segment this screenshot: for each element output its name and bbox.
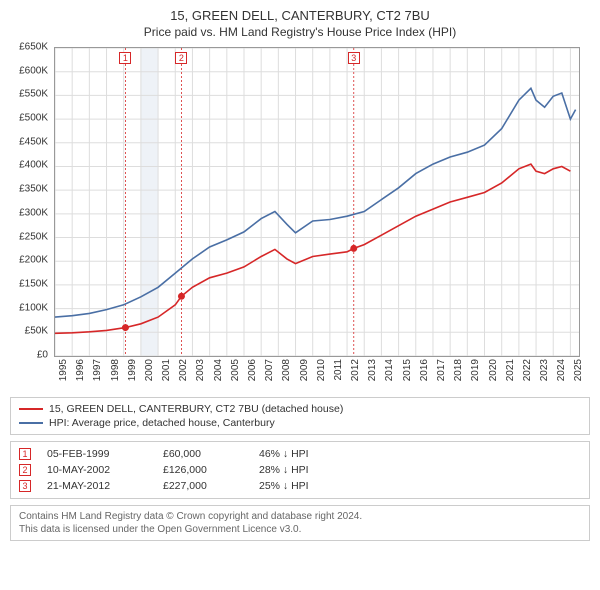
sale-price: £227,000 [163, 480, 243, 492]
plot-region: 1 2 3 [54, 47, 580, 357]
y-tick-label: £50K [25, 326, 48, 337]
sale-marker-1: 1 [119, 52, 131, 64]
x-tick-label: 2006 [247, 359, 258, 381]
licence-line-1: Contains HM Land Registry data © Crown c… [19, 510, 581, 523]
x-tick-label: 2013 [367, 359, 378, 381]
x-tick-label: 2014 [384, 359, 395, 381]
sale-delta: 46% ↓ HPI [259, 448, 309, 460]
legend-swatch [19, 422, 43, 424]
x-tick-label: 2024 [556, 359, 567, 381]
legend: 15, GREEN DELL, CANTERBURY, CT2 7BU (det… [10, 397, 590, 435]
y-tick-label: £0 [37, 350, 48, 361]
sale-delta: 25% ↓ HPI [259, 480, 309, 492]
x-tick-label: 2019 [470, 359, 481, 381]
x-tick-label: 1998 [110, 359, 121, 381]
x-tick-label: 2001 [161, 359, 172, 381]
y-tick-label: £350K [19, 184, 48, 195]
sale-point-2 [178, 293, 185, 300]
x-tick-label: 2010 [316, 359, 327, 381]
sale-row: 2 10-MAY-2002 £126,000 28% ↓ HPI [19, 462, 581, 478]
x-tick-label: 1997 [92, 359, 103, 381]
x-tick-label: 2005 [230, 359, 241, 381]
x-tick-label: 1996 [75, 359, 86, 381]
sale-marker-2: 2 [175, 52, 187, 64]
sales-table: 1 05-FEB-1999 £60,000 46% ↓ HPI 2 10-MAY-2002… [10, 441, 590, 499]
x-tick-label: 2000 [144, 359, 155, 381]
sale-delta: 28% ↓ HPI [259, 464, 309, 476]
sale-point-1 [122, 324, 129, 331]
y-tick-label: £500K [19, 113, 48, 124]
licence-line-2: This data is licensed under the Open Gov… [19, 523, 581, 536]
sale-point-3 [350, 245, 357, 252]
x-tick-label: 2012 [350, 359, 361, 381]
sale-date: 21-MAY-2012 [47, 480, 147, 492]
x-tick-label: 2003 [195, 359, 206, 381]
y-tick-label: £650K [19, 42, 48, 53]
y-tick-label: £600K [19, 65, 48, 76]
x-tick-label: 2025 [573, 359, 584, 381]
sale-row-marker: 2 [19, 464, 31, 476]
x-tick-label: 2015 [402, 359, 413, 381]
legend-label: 15, GREEN DELL, CANTERBURY, CT2 7BU (det… [49, 403, 343, 415]
chart-title: 15, GREEN DELL, CANTERBURY, CT2 7BU [10, 8, 590, 23]
x-tick-label: 2009 [299, 359, 310, 381]
y-tick-label: £450K [19, 136, 48, 147]
legend-item: HPI: Average price, detached house, Cant… [19, 416, 581, 430]
x-tick-label: 2007 [264, 359, 275, 381]
y-tick-label: £250K [19, 231, 48, 242]
sale-row-marker: 1 [19, 448, 31, 460]
x-tick-label: 2020 [488, 359, 499, 381]
x-tick-label: 2002 [178, 359, 189, 381]
x-tick-label: 2018 [453, 359, 464, 381]
x-tick-label: 1995 [58, 359, 69, 381]
sale-price: £60,000 [163, 448, 243, 460]
y-tick-label: £550K [19, 89, 48, 100]
x-tick-label: 2022 [522, 359, 533, 381]
legend-swatch [19, 408, 43, 410]
x-tick-label: 2011 [333, 359, 344, 381]
chart-subtitle: Price paid vs. HM Land Registry's House … [10, 25, 590, 39]
sale-date: 05-FEB-1999 [47, 448, 147, 460]
x-tick-label: 2016 [419, 359, 430, 381]
licence-notice: Contains HM Land Registry data © Crown c… [10, 505, 590, 541]
y-tick-label: £150K [19, 278, 48, 289]
sale-date: 10-MAY-2002 [47, 464, 147, 476]
y-tick-label: £400K [19, 160, 48, 171]
y-tick-label: £200K [19, 255, 48, 266]
x-tick-label: 2004 [213, 359, 224, 381]
series-hpi [55, 88, 576, 317]
sale-row: 1 05-FEB-1999 £60,000 46% ↓ HPI [19, 446, 581, 462]
sale-row-marker: 3 [19, 480, 31, 492]
x-tick-label: 1999 [127, 359, 138, 381]
sale-price: £126,000 [163, 464, 243, 476]
x-tick-label: 2017 [436, 359, 447, 381]
x-tick-label: 2023 [539, 359, 550, 381]
y-tick-label: £100K [19, 302, 48, 313]
chart-area: £0 £50K £100K £150K £200K £250K £300K £350K £400… [10, 47, 590, 391]
sale-row: 3 21-MAY-2012 £227,000 25% ↓ HPI [19, 478, 581, 494]
x-tick-label: 2021 [505, 359, 516, 381]
sale-marker-3: 3 [348, 52, 360, 64]
legend-item: 15, GREEN DELL, CANTERBURY, CT2 7BU (det… [19, 402, 581, 416]
y-tick-label: £300K [19, 207, 48, 218]
legend-label: HPI: Average price, detached house, Cant… [49, 417, 275, 429]
x-tick-label: 2008 [281, 359, 292, 381]
